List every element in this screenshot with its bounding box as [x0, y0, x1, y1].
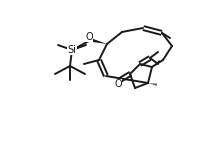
Text: O: O [85, 32, 93, 42]
Polygon shape [91, 38, 107, 44]
Polygon shape [152, 60, 161, 67]
Text: Si: Si [68, 45, 76, 55]
Text: O: O [114, 79, 122, 89]
